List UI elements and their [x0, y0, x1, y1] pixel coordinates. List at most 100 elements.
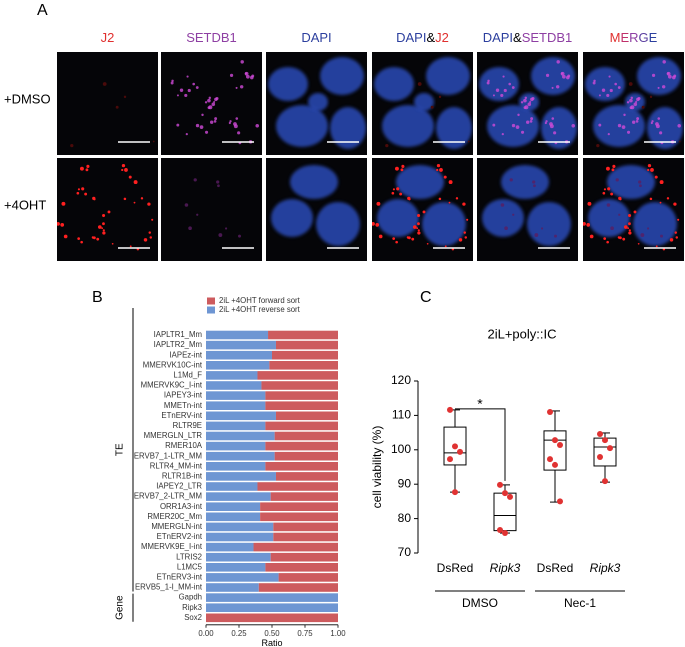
setdb1-focus	[186, 75, 189, 78]
y-tick-label: 70	[398, 545, 412, 559]
nucleus	[482, 199, 524, 237]
nucleus	[501, 165, 549, 199]
setdb1-focus	[199, 125, 204, 129]
column-header: J2	[101, 30, 115, 45]
data-point	[597, 454, 603, 461]
j2-focus	[602, 191, 606, 195]
y-tick-label: MMERVK9C_I-int	[141, 381, 203, 390]
bar-segment	[206, 532, 274, 542]
j2-focus	[102, 231, 106, 235]
y-tick-label: MMETn-int	[164, 401, 203, 410]
setdb1-focus	[195, 123, 200, 128]
data-point	[452, 443, 458, 450]
setdb1-focus	[208, 96, 212, 100]
micrograph	[266, 52, 367, 155]
setdb1-focus	[515, 125, 520, 129]
j2-focus	[80, 240, 83, 244]
bar-segment	[206, 391, 266, 400]
setdb1-focus	[640, 233, 645, 237]
j2-focus	[128, 175, 132, 179]
j2-focus	[627, 227, 630, 230]
j2-focus	[417, 82, 422, 86]
box	[493, 492, 517, 532]
nucleus	[377, 199, 419, 237]
nucleus	[396, 165, 444, 199]
y-tick-label: MMERGLN_LTR	[144, 431, 203, 440]
setdb1-focus	[608, 75, 611, 78]
setdb1-focus	[659, 131, 663, 135]
bar-segment	[275, 411, 338, 421]
y-tick-label: IAPLTR2_Mm	[154, 340, 202, 349]
nucleus	[276, 105, 328, 147]
bar-segment	[206, 441, 266, 451]
j2-focus	[587, 201, 592, 206]
image-background	[57, 52, 158, 155]
setdb1-focus	[554, 234, 558, 238]
data-point	[447, 406, 453, 413]
data-point	[497, 526, 503, 533]
j2-focus	[61, 201, 66, 206]
setdb1-focus	[592, 81, 596, 85]
bar-segment	[265, 462, 338, 471]
j2-focus	[407, 196, 411, 201]
bar-segment	[206, 330, 269, 340]
column-header: MERGE	[610, 30, 658, 45]
setdb1-focus	[530, 97, 534, 102]
j2-focus	[152, 140, 155, 143]
setdb1-focus	[213, 100, 216, 104]
setdb1-focus	[636, 97, 640, 102]
setdb1-focus	[626, 130, 631, 134]
box	[543, 430, 567, 471]
bar-segment	[272, 350, 338, 360]
setdb1-focus	[495, 88, 500, 92]
j2-focus	[102, 222, 105, 226]
group-label: DMSO	[462, 596, 498, 610]
setdb1-focus	[593, 79, 596, 83]
bar-segment	[206, 613, 338, 623]
j2-focus	[628, 229, 631, 232]
setdb1-focus	[184, 93, 188, 98]
j2-focus	[628, 231, 632, 235]
micrograph	[161, 158, 262, 261]
setdb1-focus	[235, 117, 239, 120]
y-tick-label: MMERGLN-int	[151, 522, 203, 531]
setdb1-focus	[176, 94, 179, 97]
micrograph	[583, 52, 684, 155]
bar-segment	[206, 401, 266, 410]
group-label: TE	[115, 443, 126, 456]
nucleus	[637, 57, 681, 95]
setdb1-focus	[192, 82, 196, 86]
header-part: J2	[435, 30, 449, 45]
setdb1-focus	[214, 117, 218, 121]
bar-segment	[206, 603, 338, 612]
j2-focus	[633, 210, 637, 214]
data-point	[502, 530, 508, 537]
y-tick-label: ORR1A3-int	[160, 502, 203, 511]
y-tick-label: 80	[398, 511, 412, 525]
bar-segment	[269, 361, 338, 370]
j2-focus	[605, 166, 610, 171]
setdb1-focus	[511, 123, 516, 128]
setdb1-focus	[526, 120, 530, 124]
j2-focus	[148, 231, 151, 234]
j2-focus	[622, 237, 626, 241]
bar-segment	[275, 472, 338, 481]
bar-segment	[206, 421, 266, 431]
setdb1-focus	[179, 88, 184, 92]
j2-focus	[79, 166, 84, 171]
j2-focus	[394, 166, 399, 171]
nucleus	[541, 107, 577, 149]
nucleus	[374, 67, 414, 101]
nucleus	[316, 202, 360, 246]
j2-focus	[438, 197, 442, 201]
y-tick-label: Gapdh	[179, 593, 202, 602]
setdb1-focus	[651, 73, 656, 77]
setdb1-focus	[245, 74, 250, 79]
data-point	[457, 448, 463, 455]
setdb1-focus	[544, 121, 547, 125]
setdb1-focus	[650, 121, 653, 125]
setdb1-focus	[502, 75, 505, 78]
column-header: DAPI	[301, 30, 331, 45]
j2-focus	[417, 222, 420, 226]
